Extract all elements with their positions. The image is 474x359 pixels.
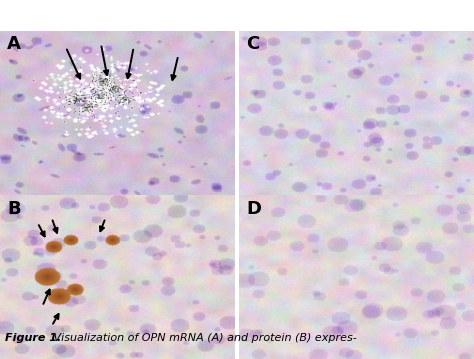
- Text: Visualization of OPN mRNA (A) and protein (B) expres-: Visualization of OPN mRNA (A) and protei…: [50, 333, 356, 343]
- Text: Figure 1.: Figure 1.: [5, 333, 61, 343]
- Text: A: A: [7, 36, 21, 53]
- Text: B: B: [7, 200, 21, 218]
- Text: D: D: [246, 200, 261, 218]
- Text: C: C: [246, 36, 260, 53]
